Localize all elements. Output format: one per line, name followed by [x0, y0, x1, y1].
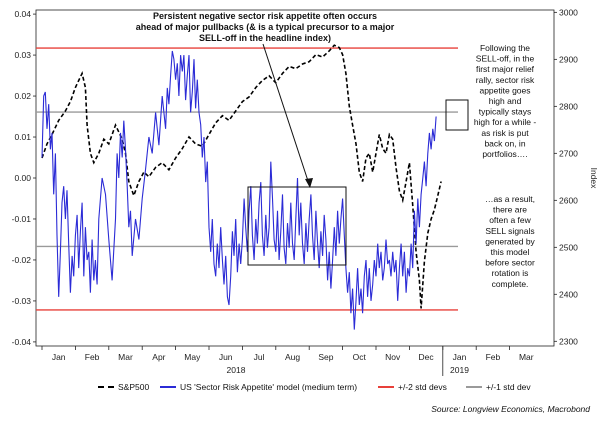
title-line-3: SELL-off in the headline index)	[199, 33, 331, 43]
right-tick-label: 3000	[559, 7, 578, 17]
plot-area	[35, 9, 555, 347]
annotation-line: first major relief	[476, 64, 535, 74]
left-tick-label: -0.04	[12, 337, 32, 347]
x-year-label: 2019	[450, 365, 469, 375]
left-tick-label: -0.02	[12, 255, 32, 265]
legend-label: S&P500	[118, 382, 150, 392]
annotation-line: Following the	[480, 43, 530, 53]
x-tick-label: Nov	[385, 352, 401, 362]
annotation-line: generated by	[485, 236, 535, 246]
annotation-line: there are	[493, 205, 527, 215]
x-tick-label: Aug	[285, 352, 300, 362]
right-tick-label: 2600	[559, 195, 578, 205]
annotation-line: complete.	[492, 279, 529, 289]
x-tick-label: May	[184, 352, 201, 362]
right-tick-label: 2500	[559, 242, 578, 252]
annotation-line: typically stays	[479, 107, 531, 117]
title-line-1: Persistent negative sector risk appetite…	[153, 11, 377, 21]
legend-item-sp500: S&P500	[98, 382, 149, 392]
legend-label: US 'Sector Risk Appetite' model (medium …	[180, 382, 358, 392]
x-tick-label: Mar	[519, 352, 534, 362]
right-tick-label: 2900	[559, 54, 578, 64]
legend: S&P500 US 'Sector Risk Appetite' model (…	[0, 382, 602, 396]
x-tick-label: Jul	[254, 352, 265, 362]
annotation-line: appetite goes	[479, 85, 530, 95]
left-tick-label: -0.01	[12, 214, 32, 224]
legend-item-1sd: +/-1 std dev	[466, 382, 531, 392]
right-tick-label: 2400	[559, 289, 578, 299]
x-year-label: 2018	[227, 365, 246, 375]
left-tick-label: 0.01	[14, 132, 31, 142]
left-tick-label: 0.00	[14, 173, 31, 183]
right-tick-label: 2700	[559, 148, 578, 158]
annotation-arrow	[262, 43, 311, 188]
series-line-sp500	[41, 44, 442, 309]
x-tick-label: Oct	[353, 352, 367, 362]
title-line-2: ahead of major pullbacks (& is a typical…	[136, 22, 395, 32]
annotation-line: rally, sector risk	[476, 75, 535, 85]
annotation-line: often a few	[489, 215, 531, 225]
annotation-line: SELL signals	[485, 226, 534, 236]
annotation-arrowhead	[305, 178, 313, 188]
right-axis-title: Index	[589, 168, 599, 190]
annotation-line: as risk is put	[481, 128, 529, 138]
legend-label: +/-1 std dev	[486, 382, 531, 392]
x-tick-label: Jun	[219, 352, 233, 362]
annotation-line: SELL-off, in the	[476, 54, 535, 64]
x-tick-label: Apr	[152, 352, 165, 362]
legend-swatch-dashed	[98, 386, 114, 388]
highlight-box-summer	[247, 186, 347, 266]
x-tick-label: Feb	[85, 352, 100, 362]
legend-label: +/-2 std devs	[398, 382, 447, 392]
annotation-line: high and	[489, 96, 522, 106]
legend-item-risk-model: US 'Sector Risk Appetite' model (medium …	[160, 382, 357, 392]
left-tick-label: 0.03	[14, 50, 31, 60]
series-line-risk-appetite	[41, 50, 437, 330]
left-tick-label: 0.02	[14, 91, 31, 101]
legend-item-2sd: +/-2 std devs	[378, 382, 447, 392]
x-tick-label: Jan	[52, 352, 66, 362]
legend-swatch-red	[378, 386, 394, 388]
right-tick-label: 2300	[559, 336, 578, 346]
annotation-line: …as a result,	[485, 194, 535, 204]
x-tick-label: Sep	[318, 352, 333, 362]
annotation-line: back on, in	[484, 138, 525, 148]
annotation-line: before sector	[485, 258, 535, 268]
annotation-line: rotation is	[492, 268, 529, 278]
left-tick-label: -0.03	[12, 296, 32, 306]
left-tick-label: 0.04	[14, 9, 31, 19]
x-tick-label: Feb	[486, 352, 501, 362]
source-note: Source: Longview Economics, Macrobond	[431, 404, 590, 414]
x-tick-label: Jan	[453, 352, 467, 362]
x-tick-label: Mar	[118, 352, 133, 362]
annotation-line: portfolios….	[482, 149, 527, 159]
x-tick-label: Dec	[419, 352, 435, 362]
annotation-line: high for a while -	[474, 117, 537, 127]
legend-swatch-blue	[160, 386, 176, 388]
annotation-line: this model	[491, 247, 530, 257]
legend-swatch-grey	[466, 386, 482, 388]
chart-title: Persistent negative sector risk appetite…	[136, 11, 395, 43]
right-tick-label: 2800	[559, 101, 578, 111]
highlight-box-recent	[445, 99, 469, 131]
